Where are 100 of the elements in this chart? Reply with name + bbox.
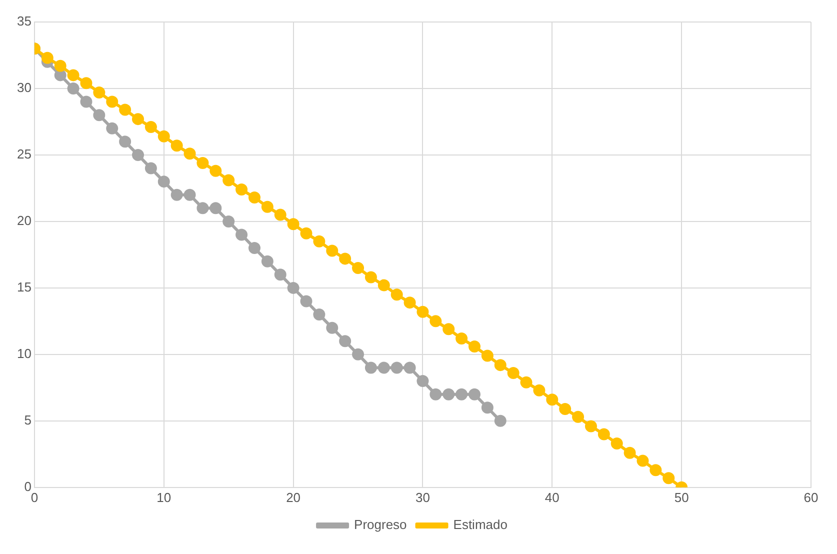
point [326, 244, 338, 257]
point [339, 252, 352, 265]
legend-label: Progreso [354, 517, 407, 532]
point [364, 362, 377, 374]
point [158, 130, 170, 142]
point [559, 402, 572, 415]
point [119, 136, 132, 148]
x-tick-label: 50 [674, 490, 689, 505]
point [67, 69, 80, 82]
point [106, 122, 118, 134]
point [352, 262, 364, 274]
y-tick-label: 5 [24, 412, 32, 428]
y-tick-label: 10 [16, 346, 32, 362]
point [520, 376, 532, 388]
point [210, 202, 222, 214]
point [572, 410, 584, 423]
x-tick-label: 30 [415, 490, 430, 505]
point [378, 279, 390, 292]
point [210, 164, 222, 177]
point [456, 388, 468, 400]
point [584, 420, 597, 432]
point [494, 414, 506, 427]
y-tick-label: 30 [16, 80, 32, 96]
point [119, 104, 132, 116]
point [132, 113, 144, 126]
point [158, 176, 170, 188]
point [222, 215, 235, 228]
point [636, 454, 649, 467]
point [144, 121, 157, 134]
point [236, 228, 248, 241]
point [287, 282, 300, 294]
point [144, 162, 157, 174]
y-tick-label: 0 [24, 478, 32, 494]
point [456, 332, 468, 344]
point [339, 335, 352, 348]
point [468, 340, 480, 352]
point [274, 268, 286, 281]
point [352, 348, 364, 360]
point [313, 308, 326, 321]
point [430, 315, 442, 328]
point [287, 218, 300, 230]
point [41, 52, 54, 64]
point [390, 288, 403, 301]
point [170, 140, 183, 152]
point [650, 464, 662, 476]
point [54, 69, 66, 82]
point [364, 271, 377, 284]
y-tick-label: 25 [16, 146, 32, 162]
point [261, 200, 274, 213]
point [184, 188, 196, 201]
point [196, 202, 209, 214]
point [236, 184, 248, 196]
point [54, 60, 66, 72]
point [442, 323, 455, 336]
point [196, 156, 209, 169]
point [274, 208, 286, 221]
point [80, 96, 92, 108]
y-tick-label: 20 [16, 213, 32, 228]
point [481, 350, 494, 362]
point [93, 109, 106, 122]
point [546, 394, 558, 406]
point [80, 77, 92, 90]
point [442, 388, 455, 400]
point [300, 227, 312, 240]
point [610, 438, 623, 450]
point [67, 82, 80, 94]
point [507, 367, 520, 380]
point [170, 188, 183, 201]
point [222, 174, 235, 186]
point [106, 96, 118, 108]
point [416, 306, 429, 318]
point [533, 384, 546, 396]
point [404, 362, 416, 374]
point [326, 322, 338, 334]
point [598, 428, 610, 440]
point [93, 86, 106, 98]
point [662, 472, 675, 484]
point [430, 388, 442, 400]
point [416, 375, 429, 388]
point [300, 295, 312, 308]
x-tick-label: 10 [156, 490, 172, 505]
point [261, 255, 274, 268]
point [248, 192, 260, 204]
x-tick-label: 60 [804, 490, 818, 505]
legend-label: Estimado [453, 517, 508, 532]
point [404, 296, 416, 309]
point [313, 235, 326, 248]
point [494, 359, 506, 372]
point [184, 148, 196, 160]
x-tick-label: 40 [544, 490, 560, 505]
x-tick-label: 20 [286, 490, 301, 505]
point [468, 388, 480, 400]
point [248, 242, 260, 254]
point [132, 148, 144, 161]
point [481, 402, 494, 414]
point [624, 446, 636, 459]
y-tick-label: 15 [16, 280, 32, 295]
point [390, 362, 403, 374]
point [378, 362, 390, 374]
y-tick-label: 35 [16, 14, 32, 29]
